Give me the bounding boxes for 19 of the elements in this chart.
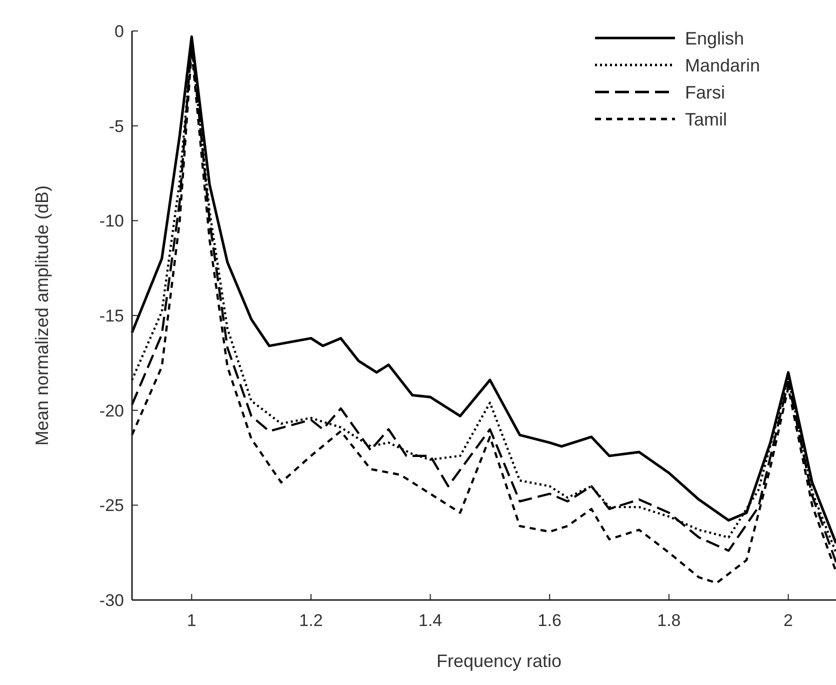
x-axis-title: Frequency ratio [436, 651, 562, 671]
legend-label: English [685, 28, 744, 48]
x-tick-label: 1 [186, 611, 196, 630]
y-tick-label: -30 [99, 590, 124, 610]
x-tick-label: 2 [784, 611, 794, 630]
x-tick-label: 1.6 [538, 611, 562, 630]
y-tick-label: -25 [99, 496, 124, 516]
legend-label: Farsi [685, 82, 725, 102]
y-axis-title: Mean normalized amplitude (dB) [32, 185, 52, 446]
y-tick-label: 0 [114, 22, 124, 41]
x-tick-label: 1.8 [657, 611, 681, 630]
y-tick-label: -10 [99, 212, 124, 231]
y-tick-label: -15 [99, 306, 124, 326]
x-tick-label: 1.2 [299, 611, 323, 630]
legend-label: Mandarin [685, 55, 760, 76]
y-tick-label: -20 [99, 401, 124, 420]
y-tick-label: -5 [108, 116, 124, 136]
x-tick-label: 1.4 [418, 611, 442, 630]
legend-label: Tamil [685, 109, 728, 130]
